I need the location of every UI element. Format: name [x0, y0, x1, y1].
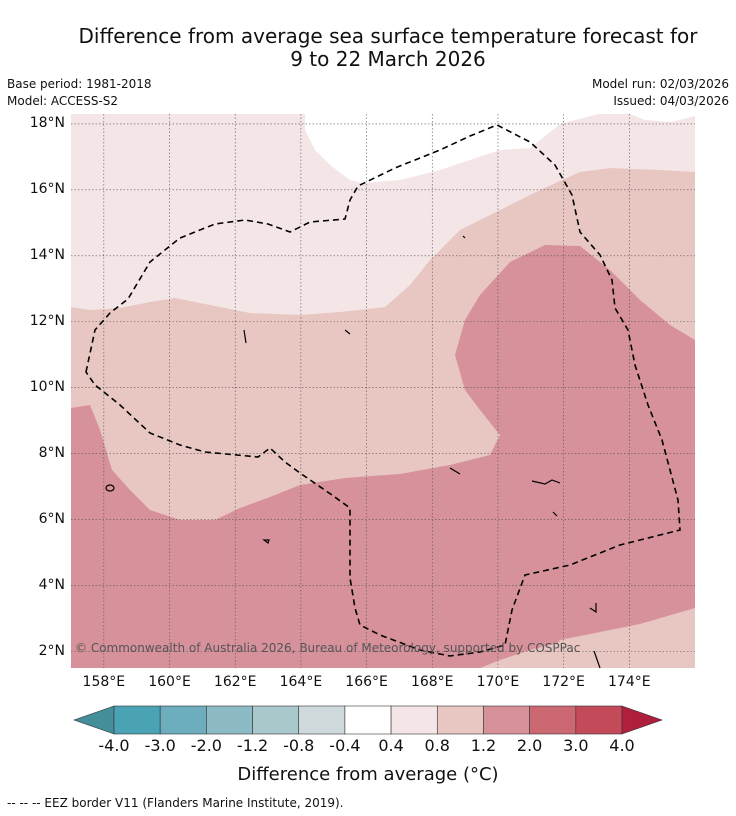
longitude-label: 160°E [148, 674, 191, 690]
island [344, 329, 351, 335]
issued-date: Issued: 04/03/2026 [613, 94, 729, 108]
island [531, 479, 561, 485]
colorbar-title: Difference from average (°C) [237, 764, 499, 785]
longitude-label: 168°E [410, 674, 454, 690]
colorbar-over-arrow [621, 705, 663, 735]
colorbar-swatch [113, 705, 161, 735]
colorbar-tick-label: -3.0 [144, 736, 176, 755]
latitude-label: 12°N [29, 312, 65, 329]
island [552, 511, 558, 517]
island [243, 329, 247, 344]
island-outlines [105, 235, 601, 669]
colorbar-swatch [298, 705, 346, 735]
colorbar-tick-label: 0.8 [424, 736, 450, 755]
colorbar-tick-label: -0.4 [329, 736, 361, 755]
title-line-2: 9 to 22 March 2026 [290, 47, 486, 71]
colorbar-tick-label: 0.4 [378, 736, 404, 755]
colorbar-swatch [206, 705, 253, 735]
island [449, 467, 461, 475]
colorbar-under-arrow [73, 705, 115, 735]
latitude-label: 16°N [29, 180, 65, 197]
model-name: Model: ACCESS-S2 [7, 94, 119, 108]
colorbar-tick-label: 1.2 [470, 736, 497, 755]
colorbar-swatch [529, 705, 577, 735]
colorbar-swatch [252, 705, 300, 735]
colorbar-tick-label: -1.2 [236, 736, 269, 755]
longitude-label: 158°E [82, 674, 126, 690]
longitude-label: 174°E [608, 674, 651, 690]
colorbar-swatch [483, 705, 530, 735]
longitude-label: 166°E [345, 674, 388, 690]
colorbar-tick-label: -4.0 [98, 736, 130, 755]
colorbar [73, 705, 663, 735]
latitude-label: 6°N [38, 510, 65, 527]
copyright-credit: © Commonwealth of Australia 2026, Bureau… [75, 641, 581, 655]
latitude-label: 18°N [29, 114, 65, 131]
colorbar-swatch [159, 705, 207, 735]
eez-border-line [85, 124, 681, 657]
graticule [71, 114, 695, 668]
colorbar-swatch [436, 705, 484, 735]
latitude-label: 8°N [38, 444, 65, 461]
colorbar-tick-label: -2.0 [190, 736, 222, 755]
zone-0.8-1.2-south-east [540, 608, 695, 668]
zone-1.2-2.0 [71, 245, 695, 668]
island [462, 235, 466, 239]
longitude-label: 170°E [476, 674, 520, 690]
colorbar-tick-label: 2.0 [516, 736, 543, 755]
latitude-label: 2°N [38, 642, 65, 659]
model-run: Model run: 02/03/2026 [591, 77, 729, 91]
colorbar-swatch [390, 705, 438, 735]
colorbar-swatch [344, 705, 392, 735]
latitude-label: 4°N [38, 576, 65, 593]
latitude-label: 10°N [29, 378, 65, 395]
island [593, 650, 601, 669]
colorbar-tick-label: 4.0 [609, 736, 635, 755]
longitude-label: 162°E [213, 674, 257, 690]
island [589, 603, 597, 614]
island [105, 484, 115, 492]
no-anomaly-white-patch [305, 114, 695, 183]
colorbar-tick-label: -0.8 [283, 736, 315, 755]
sst-anomaly-field [71, 114, 695, 668]
colorbar-swatch [575, 705, 623, 735]
colorbar-tick-label: 3.0 [563, 736, 589, 755]
latitude-label: 14°N [29, 246, 65, 263]
title-line-1: Difference from average sea surface temp… [78, 24, 698, 48]
eez-legend-footer: -- -- -- EEZ border V11 (Flanders Marine… [7, 796, 344, 810]
longitude-label: 164°E [279, 674, 323, 690]
island [262, 539, 270, 544]
longitude-label: 172°E [542, 674, 585, 690]
base-period: Base period: 1981-2018 [7, 77, 152, 91]
